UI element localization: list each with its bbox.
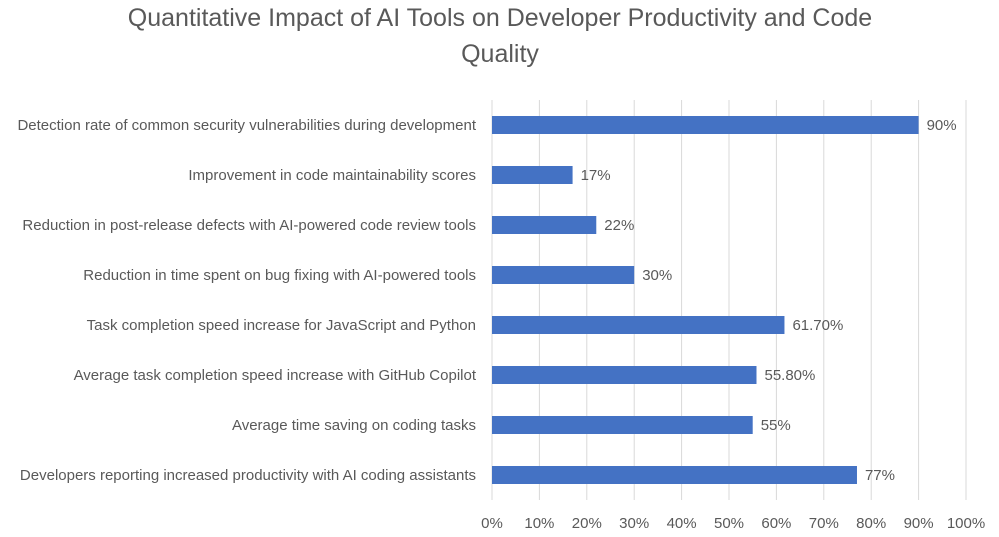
data-label: 90% <box>927 117 957 134</box>
data-label: 17% <box>581 167 611 184</box>
category-label: Average time saving on coding tasks <box>231 416 476 434</box>
x-tick-label: 10% <box>524 515 554 532</box>
bar <box>492 366 757 384</box>
bar <box>492 316 785 334</box>
chart-title: Quantitative Impact of AI Tools on Devel… <box>127 4 873 68</box>
category-label: Reduction in post-release defects with A… <box>22 216 476 234</box>
category-label: Improvement in code maintainability scor… <box>188 166 476 184</box>
data-label: 30% <box>642 267 672 284</box>
x-tick-label: 100% <box>947 515 985 532</box>
category-label: Detection rate of common security vulner… <box>17 116 476 134</box>
data-label: 77% <box>865 467 895 484</box>
data-label: 55% <box>761 417 791 434</box>
x-tick-label: 90% <box>904 515 934 532</box>
bar <box>492 116 919 134</box>
x-tick-label: 60% <box>761 515 791 532</box>
category-label: Developers reporting increased productiv… <box>19 466 476 484</box>
x-tick-label: 40% <box>667 515 697 532</box>
x-tick-label: 30% <box>619 515 649 532</box>
bar <box>492 466 857 484</box>
data-label: 22% <box>604 217 634 234</box>
data-label: 61.70% <box>792 317 843 334</box>
bar <box>492 266 635 284</box>
category-label: Task completion speed increase for JavaS… <box>86 316 476 334</box>
x-tick-label: 50% <box>714 515 744 532</box>
x-tick-label: 80% <box>856 515 886 532</box>
x-tick-label: 0% <box>481 515 503 532</box>
category-label: Reduction in time spent on bug fixing wi… <box>83 266 476 284</box>
category-label: Average task completion speed increase w… <box>73 366 476 384</box>
x-tick-label: 20% <box>572 515 602 532</box>
bar <box>492 416 753 434</box>
bar <box>492 216 597 234</box>
x-tick-label: 70% <box>809 515 839 532</box>
data-label: 55.80% <box>764 367 815 384</box>
bar <box>492 166 573 184</box>
